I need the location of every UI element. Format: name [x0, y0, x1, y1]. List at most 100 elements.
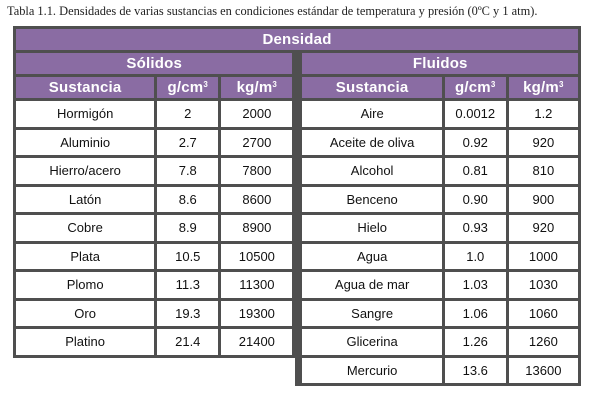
unit-exponent: 3: [490, 80, 496, 89]
fluid-name: Agua: [302, 243, 442, 269]
solid-name: Latón: [16, 186, 155, 212]
unit-label: kg/m: [236, 79, 273, 96]
fluids-substance-header: Sustancia: [302, 77, 442, 98]
solids-group-header: Sólidos: [16, 53, 293, 74]
row-separator: [295, 101, 300, 127]
fluid-kgm3: 920: [508, 215, 578, 241]
row-separator: [295, 329, 300, 355]
fluid-name: Mercurio: [302, 357, 442, 383]
solid-name: Hormigón: [16, 101, 155, 127]
row-separator: [295, 215, 300, 241]
solid-kgm3: 21400: [221, 329, 293, 355]
fluid-name: Hielo: [302, 215, 442, 241]
unit-exponent: 3: [272, 80, 278, 89]
solids-kgm3-header: kg/m3: [221, 77, 293, 98]
fluid-name: Benceno: [302, 186, 442, 212]
solid-gcm3: 2.7: [157, 129, 219, 155]
fluid-kgm3: 900: [508, 186, 578, 212]
fluid-gcm3: 1.03: [444, 272, 506, 298]
row-separator: [295, 243, 300, 269]
fluid-name: Aire: [302, 101, 442, 127]
row-separator: [295, 357, 300, 383]
fluid-kgm3: 920: [508, 129, 578, 155]
unit-label: kg/m: [523, 79, 559, 96]
table-title: Densidad: [16, 29, 578, 50]
fluid-name: Agua de mar: [302, 272, 442, 298]
row-separator: [295, 158, 300, 184]
solid-gcm3: 21.4: [157, 329, 219, 355]
row-separator: [295, 186, 300, 212]
fluid-name: Sangre: [302, 300, 442, 326]
fluid-gcm3: 13.6: [444, 357, 506, 383]
fluid-gcm3: 1.06: [444, 300, 506, 326]
fluid-kgm3: 1260: [508, 329, 578, 355]
solid-kgm3: 8600: [221, 186, 293, 212]
row-separator: [295, 129, 300, 155]
solid-gcm3: 7.8: [157, 158, 219, 184]
density-table: Densidad Sólidos Fluidos Sustancia g/cm3…: [13, 26, 581, 386]
solid-name: Oro: [16, 300, 155, 326]
solid-kgm3: 2000: [221, 101, 293, 127]
solid-kgm3: 2700: [221, 129, 293, 155]
empty-solids-area: [16, 357, 293, 383]
solid-kgm3: 8900: [221, 215, 293, 241]
fluid-kgm3: 1000: [508, 243, 578, 269]
fluid-name: Alcohol: [302, 158, 442, 184]
solid-gcm3: 2: [157, 101, 219, 127]
table-row: Hierro/acero 7.8 7800 Alcohol 0.81 810: [16, 158, 578, 184]
solid-name: Plomo: [16, 272, 155, 298]
solids-substance-header: Sustancia: [16, 77, 155, 98]
solid-name: Plata: [16, 243, 155, 269]
table-row: Oro 19.3 19300 Sangre 1.06 1060: [16, 300, 578, 326]
unit-exponent: 3: [203, 80, 208, 89]
fluid-gcm3: 1.0: [444, 243, 506, 269]
table-row: Plomo 11.3 11300 Agua de mar 1.03 1030: [16, 272, 578, 298]
solid-gcm3: 19.3: [157, 300, 219, 326]
fluid-gcm3: 0.0012: [444, 101, 506, 127]
fluid-name: Aceite de oliva: [302, 129, 442, 155]
fluid-kgm3: 1030: [508, 272, 578, 298]
table-row: Plata 10.5 10500 Agua 1.0 1000: [16, 243, 578, 269]
table-row: Platino 21.4 21400 Glicerina 1.26 1260: [16, 329, 578, 355]
fluids-group-header: Fluidos: [302, 53, 578, 74]
solid-kgm3: 19300: [221, 300, 293, 326]
table-caption: Tabla 1.1. Densidades de varias sustanci…: [7, 4, 538, 18]
solids-gcm3-header: g/cm3: [157, 77, 219, 98]
fluid-kgm3: 1060: [508, 300, 578, 326]
solid-kgm3: 10500: [221, 243, 293, 269]
fluid-name: Glicerina: [302, 329, 442, 355]
unit-exponent: 3: [558, 80, 564, 89]
solid-name: Platino: [16, 329, 155, 355]
table-row-last: Mercurio 13.6 13600: [16, 357, 578, 383]
fluid-kgm3: 1.2: [508, 101, 578, 127]
column-header-row: Sustancia g/cm3 kg/m3 Sustancia g/cm3 kg…: [16, 77, 578, 98]
group-row: Sólidos Fluidos: [16, 53, 578, 74]
table-row: Aluminio 2.7 2700 Aceite de oliva 0.92 9…: [16, 129, 578, 155]
solid-gcm3: 10.5: [157, 243, 219, 269]
solid-gcm3: 8.9: [157, 215, 219, 241]
solid-gcm3: 11.3: [157, 272, 219, 298]
fluid-gcm3: 0.81: [444, 158, 506, 184]
fluid-gcm3: 1.26: [444, 329, 506, 355]
solid-name: Hierro/acero: [16, 158, 155, 184]
header-separator: [295, 77, 300, 98]
fluids-kgm3-header: kg/m3: [508, 77, 578, 98]
fluids-gcm3-header: g/cm3: [444, 77, 506, 98]
unit-label: g/cm: [167, 79, 204, 96]
title-row: Densidad: [16, 29, 578, 50]
solid-kgm3: 11300: [221, 272, 293, 298]
solid-name: Aluminio: [16, 129, 155, 155]
fluid-kgm3: 810: [508, 158, 578, 184]
solid-gcm3: 8.6: [157, 186, 219, 212]
table-body: Hormigón 2 2000 Aire 0.0012 1.2 Aluminio…: [16, 101, 578, 383]
table-row: Cobre 8.9 8900 Hielo 0.93 920: [16, 215, 578, 241]
row-separator: [295, 272, 300, 298]
table-row: Latón 8.6 8600 Benceno 0.90 900: [16, 186, 578, 212]
fluid-gcm3: 0.90: [444, 186, 506, 212]
row-separator: [295, 300, 300, 326]
fluid-gcm3: 0.93: [444, 215, 506, 241]
solid-kgm3: 7800: [221, 158, 293, 184]
density-table-wrapper: Densidad Sólidos Fluidos Sustancia g/cm3…: [13, 26, 581, 398]
fluid-gcm3: 0.92: [444, 129, 506, 155]
group-separator: [295, 53, 300, 74]
